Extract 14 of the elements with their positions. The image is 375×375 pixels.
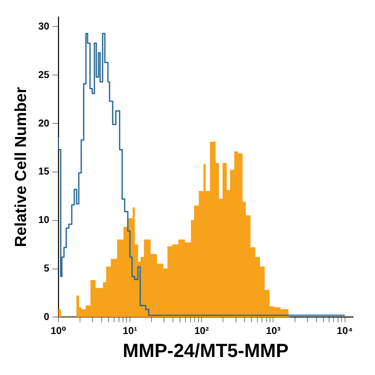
x-axis-title: MMP-24/MT5-MMP [122, 340, 289, 362]
y-tick-label: 25 [38, 70, 50, 81]
y-tick-label: 15 [38, 166, 50, 178]
y-tick-label: 0 [44, 312, 50, 323]
x-tick-label: 10⁰ [50, 326, 66, 337]
x-tick-label: 10³ [266, 326, 282, 337]
x-tick-label: 10¹ [122, 326, 138, 337]
y-axis-title: Relative Cell Number [13, 87, 30, 248]
y-tick-label: 10 [38, 215, 50, 226]
y-tick-label: 5 [44, 264, 50, 275]
y-tick-label: 30 [38, 21, 50, 32]
y-tick-label: 20 [38, 118, 50, 130]
x-tick-label: 10² [194, 326, 210, 337]
x-tick-label: 10⁴ [336, 326, 353, 337]
